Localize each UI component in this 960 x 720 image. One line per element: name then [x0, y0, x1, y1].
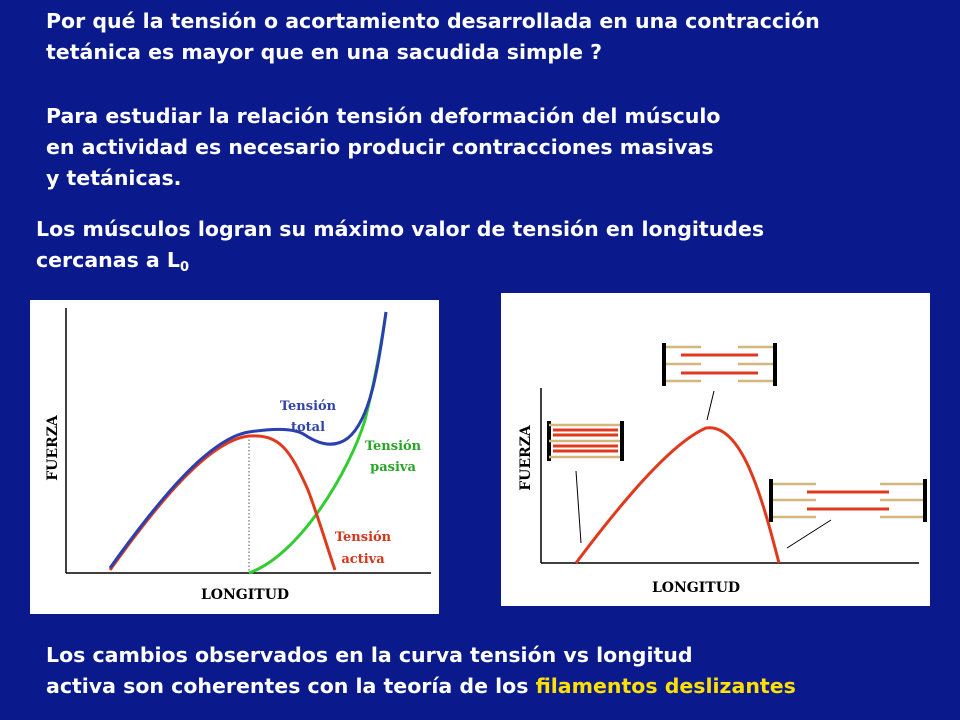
sarcomere-short — [547, 421, 624, 461]
active-tension-label-2: activa — [341, 552, 385, 567]
right-diagram-panel: FUERZA LONGITUD — [501, 293, 930, 606]
right-ylabel: FUERZA — [518, 424, 534, 491]
study-line-1: Para estudiar la relación tensión deform… — [46, 104, 721, 128]
passive-tension-label-1: Tensión — [365, 439, 422, 454]
footer-line-2: activa son coherentes con la teoría de l… — [46, 671, 796, 702]
right-xlabel: LONGITUD — [652, 580, 740, 596]
pointer-optimal — [706, 390, 715, 421]
passive-tension-label-2: pasiva — [370, 460, 416, 475]
left-xlabel: LONGITUD — [201, 587, 289, 603]
sarcomere-tension-diagram: FUERZA LONGITUD — [518, 343, 927, 596]
sarcomere-long — [769, 479, 927, 522]
left-ylabel: FUERZA — [45, 414, 61, 481]
max-tension-line-2-prefix: cercanas a L — [36, 248, 180, 272]
left-diagram-panel: FUERZA LONGITUD Tensión total Tensión pa… — [30, 300, 439, 614]
active-tension-curve — [108, 434, 337, 571]
active-tension-label-1: Tensión — [335, 530, 392, 545]
study-text: Para estudiar la relación tensión deform… — [46, 101, 721, 194]
footer-line-1: Los cambios observados en la curva tensi… — [46, 643, 693, 667]
l0-subscript: 0 — [179, 260, 189, 275]
total-tension-label-2: total — [291, 420, 325, 435]
tension-length-diagram: FUERZA LONGITUD Tensión total Tensión pa… — [45, 308, 431, 603]
active-tension-curve-right — [574, 426, 781, 564]
total-tension-label-1: Tensión — [280, 399, 337, 414]
question-text: Por qué la tensión o acortamiento desarr… — [46, 6, 820, 68]
sarcomere-optimal — [662, 343, 777, 386]
footer-line-2-prefix: activa son coherentes con la teoría de l… — [46, 674, 536, 698]
question-line-1: Por qué la tensión o acortamiento desarr… — [46, 9, 820, 33]
question-line-2: tetánica es mayor que en una sacudida si… — [46, 40, 603, 64]
sliding-filaments-highlight: filamentos deslizantes — [535, 674, 796, 698]
footer-text: Los cambios observados en la curva tensi… — [46, 640, 796, 702]
study-line-2: en actividad es necesario producir contr… — [46, 135, 714, 159]
study-line-3: y tetánicas. — [46, 166, 182, 190]
pointer-short — [575, 470, 582, 544]
total-tension-curve — [108, 311, 388, 569]
max-tension-line-2: cercanas a L0 — [36, 245, 764, 283]
max-tension-line-1: Los músculos logran su máximo valor de t… — [36, 217, 765, 241]
max-tension-text: Los músculos logran su máximo valor de t… — [36, 214, 764, 283]
pointer-long — [786, 519, 832, 549]
